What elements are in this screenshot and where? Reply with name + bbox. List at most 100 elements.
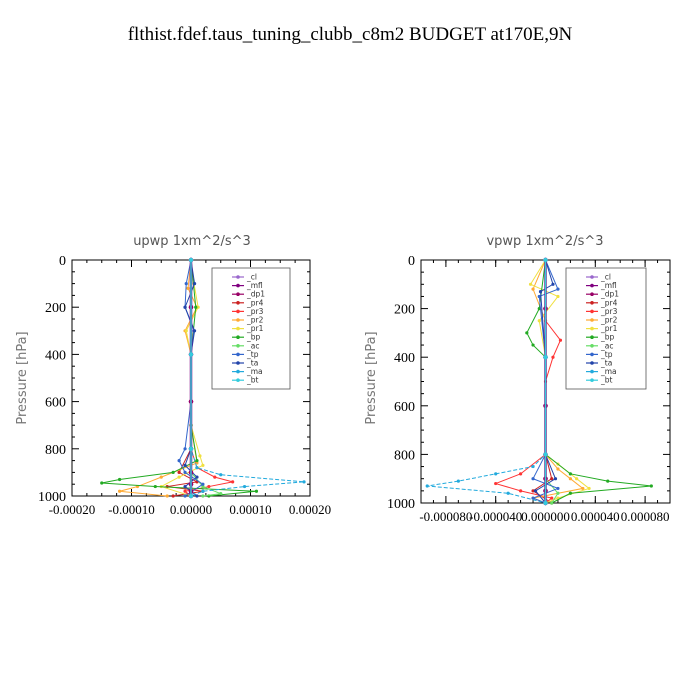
data-point-ac [550,501,554,505]
legend-marker-ta [236,361,240,365]
panel-title-vpwp: vpwp 1xm^2/s^3 [486,234,603,249]
data-point-pr1 [177,475,181,479]
legend-marker-ta [590,361,594,365]
data-point-bp [531,343,535,347]
data-point-ta [192,282,197,286]
legend-box [211,267,291,390]
data-point-ma [302,480,306,484]
legend: _cl_mfl_dp1_pr4_pr3_pr2_pr1_bp_ac_tp_ta_… [211,267,291,390]
panel-title-upwp: upwp 1xm^2/s^3 [133,234,251,249]
data-point-ta [533,489,538,493]
y-tick-label: 800 [394,448,415,463]
data-point-bp [194,305,198,309]
data-point-tp [537,294,541,299]
data-point-ta [183,484,187,489]
legend-marker-mfl [590,283,594,288]
legend-label-ta: _ta [600,359,612,368]
legend-label-bp: _bp [246,333,261,342]
data-point-pr3 [494,481,498,486]
legend-label-pr4: _pr4 [600,298,618,307]
data-point-bp [195,459,199,463]
x-tick-label: 0.00020 [289,502,331,517]
data-point-pr1 [528,282,533,286]
legend-label-ta: _ta [246,359,258,368]
legend-marker-pr3 [590,309,594,314]
legend-label-bt: _bt [600,376,613,385]
legend-marker-bt [236,378,240,383]
data-point-ma [494,472,498,476]
data-point-bt [188,493,194,499]
data-point-bp [254,489,259,493]
data-point-pr1 [198,454,202,458]
data-point-ac [556,491,560,495]
series-line-ma [190,260,305,497]
data-point-pr4 [550,477,554,481]
legend-marker-tp [590,352,594,357]
y-axis-label-upwp: Pressure [hPa] [15,331,30,424]
data-point-pr3 [519,489,523,493]
data-point-pr3 [207,484,211,489]
x-tick-label: 0.000040 [571,509,620,524]
data-point-pr1 [184,329,188,333]
data-point-ma [456,479,460,483]
legend-marker-pr4 [590,301,594,305]
x-tick-label: 0.00000 [170,502,212,517]
data-point-pr2 [159,475,163,479]
legend: _cl_mfl_dp1_pr4_pr3_pr2_pr1_bp_ac_tp_ta_… [565,267,647,390]
legend-label-tp: _tp [600,350,613,359]
legend-label-dp1: _dp1 [600,290,619,299]
data-point-bp [649,484,653,488]
y-tick-label: 400 [45,348,66,363]
data-point-ta [183,305,187,309]
data-point-bp [153,484,157,489]
data-point-ta [553,477,558,481]
x-tick-label: 0.00010 [229,502,271,517]
data-point-tp [556,287,560,291]
legend-label-bp: _bp [600,333,615,342]
data-point-bp [118,477,122,482]
data-point-tp [183,494,187,498]
data-point-ma [531,464,535,469]
data-point-pr1 [575,477,579,481]
legend-marker-ma [590,369,594,374]
data-point-pr3 [183,489,187,493]
legend-label-pr4: _pr4 [246,298,264,307]
data-point-bt [543,355,548,360]
legend-label-cl: _cl [600,273,611,282]
x-tick-label: -0.000080 [419,509,472,524]
y-tick-label: 600 [394,400,415,415]
data-point-ta [195,494,199,498]
x-tick-label: -0.000040 [469,509,522,524]
data-point-pr1 [587,486,591,491]
data-point-bp [606,479,610,483]
legend-label-mfl: _mfl [600,281,617,290]
data-point-pr2 [186,286,190,290]
data-point-pr3 [519,472,523,476]
chart-panel-upwp: upwp 1xm^2/s^3 Pressure [hPa] 0 200 400 600… [15,234,331,517]
figure-title: flthist.fdef.taus_tuning_clubb_c8m2 BUDG… [128,24,573,45]
series-line-ma [427,260,546,504]
legend-label-pr1: _pr1 [246,324,264,333]
legend-label-pr3: _pr3 [600,307,618,316]
legend-label-ac: _ac [246,341,259,350]
data-point-pr2 [581,486,585,491]
legend-label-pr2: _pr2 [600,316,618,325]
chart-panel-vpwp: vpwp 1xm^2/s^3 Pressure [hPa] 0 200 400 600… [364,234,671,524]
data-point-ma [219,473,223,477]
y-tick-label: 1000 [387,497,415,512]
legend-label-pr3: _pr3 [246,307,264,316]
data-point-bt [188,352,194,357]
y-tick-label: 600 [45,396,66,411]
data-point-pr3 [231,480,235,484]
legend-marker-dp1 [590,292,594,297]
legend-marker-bt [590,378,594,383]
legend-marker-tp [236,352,240,357]
y-tick-label: 1000 [38,490,66,505]
data-point-tp [531,496,535,500]
legend-label-tp: _tp [246,350,259,359]
data-point-pr1 [201,463,205,467]
data-point-bt [543,452,548,457]
data-point-ac [201,494,205,498]
data-point-pr3 [551,355,555,359]
